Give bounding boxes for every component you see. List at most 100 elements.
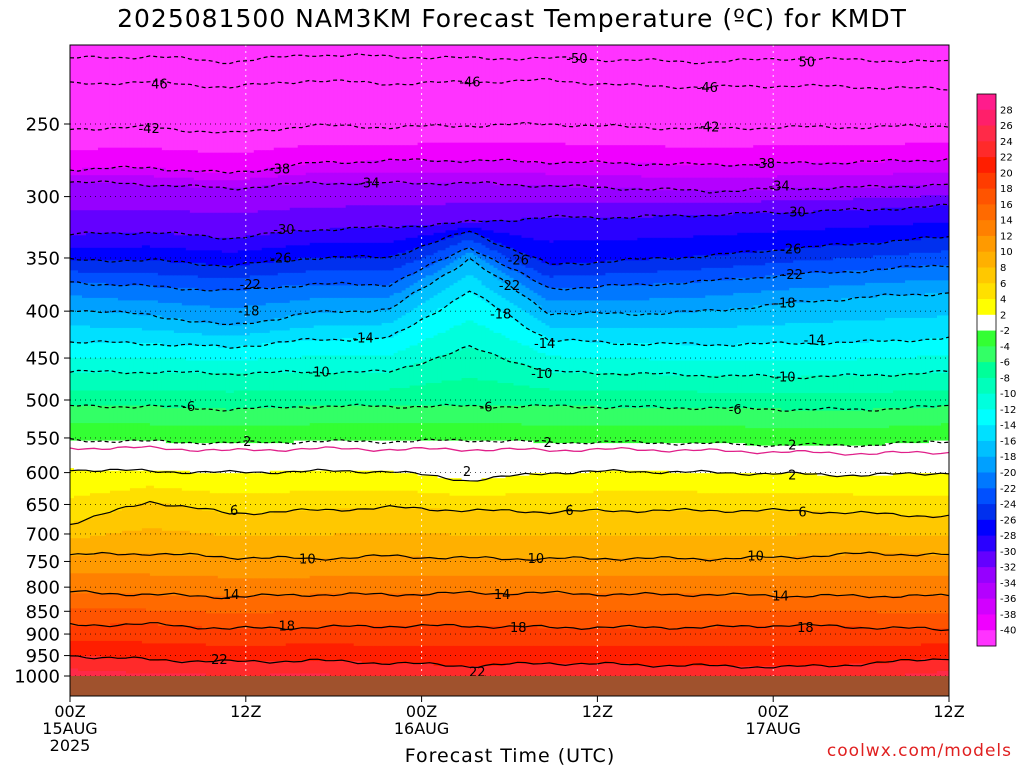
- temperature-cell: [245, 473, 251, 494]
- temperature-cell: [537, 473, 543, 494]
- temperature-cell: [641, 535, 646, 559]
- temperature-cell: [453, 160, 459, 174]
- temperature-cell: [605, 390, 610, 409]
- temperature-cell: [225, 45, 231, 154]
- temperature-cell: [337, 45, 343, 146]
- temperature-cell: [345, 423, 351, 442]
- temperature-cell: [313, 423, 319, 442]
- temperature-cell: [117, 470, 123, 492]
- temperature-cell: [101, 297, 107, 314]
- temperature-cell: [501, 312, 507, 337]
- temperature-cell: [205, 277, 211, 291]
- temperature-cell: [165, 373, 171, 392]
- temperature-cell: [293, 357, 299, 374]
- temperature-cell: [629, 443, 634, 472]
- temperature-cell: [301, 312, 307, 329]
- temperature-cell: [137, 272, 143, 286]
- temperature-cell: [325, 405, 331, 424]
- temperature-cell: [357, 593, 363, 612]
- temperature-cell: [165, 45, 171, 151]
- temperature-cell: [77, 295, 83, 311]
- temperature-cell: [277, 408, 283, 427]
- temperature-cell: [137, 185, 143, 211]
- temperature-cell: [601, 645, 606, 665]
- temperature-cell: [413, 182, 419, 206]
- temperature-cell: [537, 320, 543, 334]
- temperature-cell: [273, 470, 279, 494]
- temperature-cell: [173, 470, 179, 489]
- temperature-cell: [605, 490, 610, 512]
- temperature-cell: [109, 490, 115, 514]
- temperature-cell: [453, 267, 459, 284]
- temperature-cell: [453, 510, 459, 537]
- temperature-cell: [349, 625, 355, 645]
- temperature-cell: [157, 45, 163, 149]
- temperature-cell: [521, 385, 527, 407]
- temperature-cell: [597, 202, 602, 219]
- temperature-cell: [557, 405, 563, 427]
- temperature-cell: [181, 247, 187, 264]
- temperature-cell: [305, 535, 311, 559]
- temperature-cell: [333, 270, 339, 286]
- temperature-cell: [225, 558, 231, 579]
- temperature-cell: [361, 490, 367, 509]
- temperature-cell: [501, 245, 507, 256]
- temperature-cell: [557, 202, 563, 219]
- temperature-cell: [77, 555, 83, 574]
- temperature-cell: [637, 510, 642, 537]
- temperature-cell: [141, 643, 147, 660]
- temperature-cell: [273, 390, 279, 409]
- temperature-cell: [113, 297, 119, 314]
- temperature-cell: [313, 162, 319, 174]
- temperature-cell: [173, 150, 179, 171]
- temperature-cell: [309, 423, 315, 442]
- temperature-cell: [101, 573, 107, 594]
- temperature-cell: [89, 518, 95, 537]
- temperature-cell: [165, 232, 171, 249]
- temperature-cell: [253, 177, 259, 189]
- temperature-cell: [461, 378, 467, 407]
- temperature-cell: [633, 665, 638, 680]
- temperature-cell: [393, 388, 399, 407]
- temperature-cell: [517, 645, 523, 665]
- temperature-cell: [645, 610, 650, 629]
- temperature-cell: [241, 212, 247, 239]
- temperature-cell: [305, 355, 311, 374]
- temperature-cell: [433, 335, 439, 359]
- temperature-cell: [321, 558, 327, 577]
- temperature-cell: [605, 575, 610, 594]
- temperature-cell: [149, 175, 155, 186]
- temperature-cell: [145, 300, 151, 317]
- temperature-cell: [313, 390, 319, 407]
- temperature-cell: [297, 300, 303, 317]
- temperature-cell: [301, 610, 307, 629]
- temperature-cell: [421, 508, 427, 534]
- temperature-cell: [309, 575, 315, 594]
- temperature-cell: [309, 45, 315, 146]
- temperature-cell: [409, 645, 415, 665]
- temperature-cell: [277, 247, 283, 261]
- temperature-cell: [113, 210, 119, 234]
- temperature-cell: [409, 385, 415, 407]
- temperature-cell: [393, 645, 399, 665]
- temperature-cell: [109, 167, 115, 176]
- temperature-cell: [629, 628, 634, 647]
- temperature-cell: [193, 235, 199, 251]
- temperature-cell: [157, 330, 163, 344]
- temperature-cell: [473, 172, 479, 184]
- temperature-cell: [565, 240, 571, 264]
- temperature-cell: [609, 285, 614, 301]
- temperature-cell: [97, 45, 103, 149]
- temperature-cell: [285, 373, 291, 392]
- temperature-cell: [293, 390, 299, 409]
- temperature-cell: [269, 578, 275, 597]
- temperature-cell: [141, 175, 147, 186]
- temperature-cell: [573, 593, 579, 612]
- temperature-cell: [589, 493, 595, 512]
- temperature-cell: [169, 177, 175, 186]
- temperature-cell: [541, 510, 547, 537]
- temperature-cell: [617, 45, 622, 146]
- temperature-cell: [377, 373, 383, 392]
- temperature-cell: [185, 275, 191, 289]
- temperature-cell: [97, 640, 103, 657]
